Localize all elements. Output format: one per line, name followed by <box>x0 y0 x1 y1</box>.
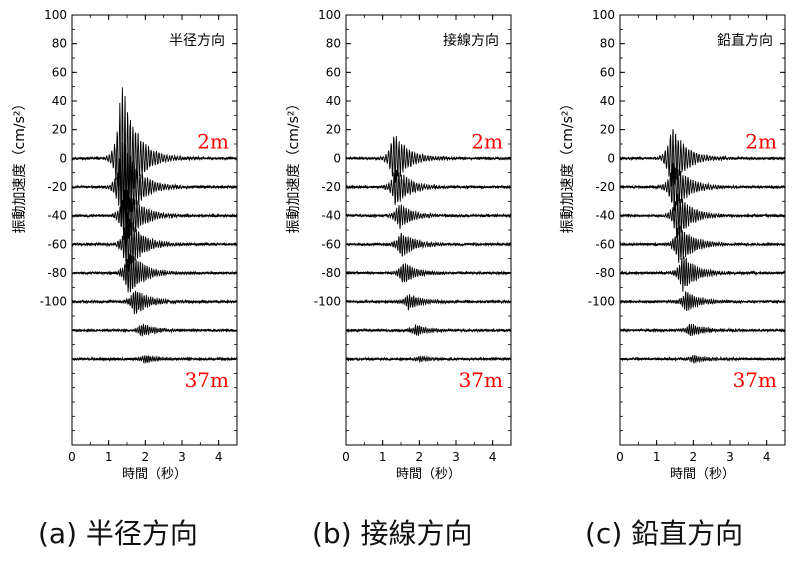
y-tick-label: 40 <box>326 94 341 108</box>
trace-6 <box>71 323 238 337</box>
y-tick-label: 20 <box>52 123 67 137</box>
y-tick-label: 20 <box>600 123 615 137</box>
caption-c: (c) 鉛直方向 <box>585 517 744 550</box>
y-tick-label: 80 <box>326 37 341 51</box>
panel-0: 100 80 60 40 20 0 -20 -40 -60 -80 -100 0 1 2 3 4 時間（秒） 振動… <box>12 8 238 482</box>
y-tick-label: -100 <box>588 295 615 309</box>
trace-3 <box>71 212 238 272</box>
y-axis-label: 振動加速度（cm/s²） <box>560 97 576 234</box>
trace-4 <box>619 256 786 292</box>
y-tick-label: -80 <box>595 266 615 280</box>
y-tick-label: -40 <box>321 209 341 223</box>
y-axis-label: 振動加速度（cm/s²） <box>286 97 302 234</box>
y-tick-label: 60 <box>600 65 615 79</box>
trace-5 <box>71 290 238 315</box>
depth-label-top: 2m <box>471 129 503 153</box>
y-tick-label: -80 <box>321 266 341 280</box>
y-tick-label: -60 <box>321 237 341 251</box>
y-tick-label: -100 <box>40 295 67 309</box>
y-tick-label: -60 <box>47 237 67 251</box>
trace-7 <box>619 355 786 364</box>
x-tick-label: 3 <box>452 450 460 464</box>
y-tick-label: 100 <box>44 8 67 22</box>
y-tick-label: 20 <box>326 123 341 137</box>
x-tick-label: 1 <box>105 450 113 464</box>
trace-3 <box>619 225 786 263</box>
y-tick-label: 100 <box>592 8 615 22</box>
panel-1: 100 80 60 40 20 0 -20 -40 -60 -80 -100 0 1 2 3 4 時間（秒） 振動… <box>286 8 512 482</box>
y-tick-label: 0 <box>59 151 67 165</box>
y-tick-label: 80 <box>52 37 67 51</box>
depth-label-top: 2m <box>745 129 777 153</box>
trace-0 <box>619 129 786 187</box>
y-tick-label: 60 <box>52 65 67 79</box>
x-axis-label: 時間（秒） <box>122 467 187 482</box>
y-tick-label: 100 <box>318 8 341 22</box>
y-tick-label: 80 <box>600 37 615 51</box>
y-tick-label: -40 <box>47 209 67 223</box>
y-tick-label: 0 <box>607 151 615 165</box>
y-axis-label: 振動加速度（cm/s²） <box>12 97 28 234</box>
trace-1 <box>71 142 238 241</box>
x-tick-label: 0 <box>616 450 624 464</box>
trace-0 <box>345 136 512 183</box>
trace-1 <box>619 162 786 211</box>
x-tick-label: 3 <box>726 450 734 464</box>
depth-label-bottom: 37m <box>459 368 503 392</box>
trace-2 <box>619 193 786 238</box>
x-tick-label: 0 <box>342 450 350 464</box>
panel-2: 100 80 60 40 20 0 -20 -40 -60 -80 -100 0 1 2 3 4 時間（秒） 振動… <box>560 8 786 482</box>
y-tick-label: -20 <box>321 180 341 194</box>
y-tick-label: -20 <box>595 180 615 194</box>
trace-0 <box>71 87 238 227</box>
x-tick-label: 3 <box>178 450 186 464</box>
y-tick-label: -20 <box>47 180 67 194</box>
trace-3 <box>345 232 512 257</box>
trace-5 <box>619 291 786 312</box>
trace-1 <box>345 169 512 205</box>
y-tick-label: 40 <box>52 94 67 108</box>
caption-a: (a) 半径方向 <box>38 517 198 550</box>
y-tick-label: -80 <box>47 266 67 280</box>
trace-7 <box>71 355 238 364</box>
y-tick-label: -100 <box>314 295 341 309</box>
x-tick-label: 0 <box>68 450 76 464</box>
depth-label-bottom: 37m <box>185 368 229 392</box>
y-tick-label: 40 <box>600 94 615 108</box>
caption-b: (b) 接線方向 <box>312 517 473 550</box>
panel-title: 半径方向 <box>169 33 225 49</box>
x-tick-label: 4 <box>215 450 223 464</box>
trace-4 <box>71 253 238 293</box>
x-axis-label: 時間（秒） <box>670 467 735 482</box>
x-tick-label: 1 <box>653 450 661 464</box>
x-tick-label: 2 <box>416 450 424 464</box>
trace-7 <box>345 355 512 364</box>
panel-title: 接線方向 <box>443 32 499 49</box>
trace-4 <box>345 263 512 284</box>
x-tick-label: 4 <box>489 450 497 464</box>
x-tick-label: 1 <box>379 450 387 464</box>
panel-title: 鉛直方向 <box>717 32 773 49</box>
depth-label-bottom: 37m <box>733 368 777 392</box>
depth-label-top: 2m <box>197 129 229 153</box>
trace-5 <box>345 294 512 311</box>
x-tick-label: 4 <box>763 450 771 464</box>
trace-6 <box>345 324 512 337</box>
trace-2 <box>345 204 512 230</box>
x-axis-label: 時間（秒） <box>396 467 461 482</box>
y-tick-label: -40 <box>595 209 615 223</box>
x-tick-label: 2 <box>690 450 698 464</box>
y-tick-label: 60 <box>326 65 341 79</box>
trace-6 <box>619 323 786 337</box>
trace-2 <box>71 189 238 247</box>
y-tick-label: 0 <box>333 151 341 165</box>
x-tick-label: 2 <box>142 450 150 464</box>
y-tick-label: -60 <box>595 237 615 251</box>
